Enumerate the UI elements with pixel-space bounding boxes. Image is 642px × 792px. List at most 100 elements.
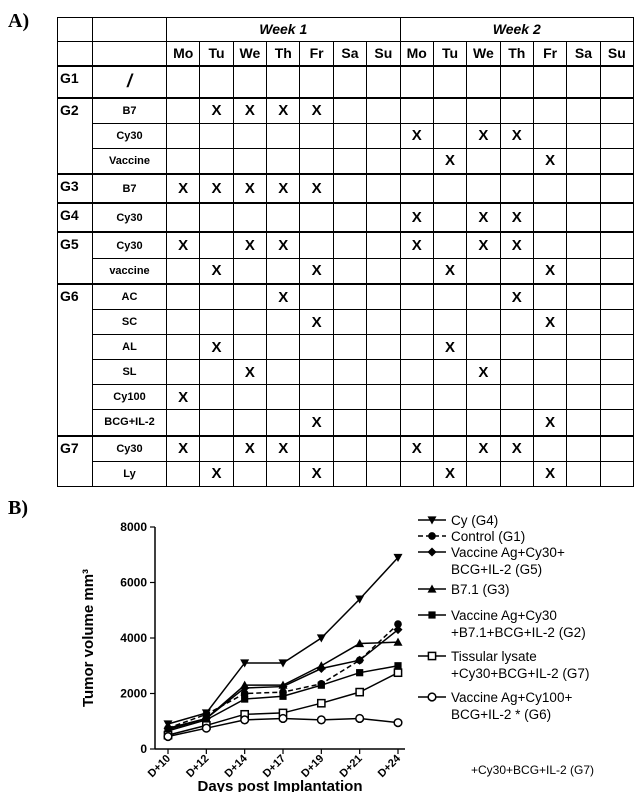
day-cell [299, 64, 334, 98]
y-tick-label: 0 [140, 742, 147, 756]
day-cell [266, 202, 301, 233]
treatment-label: B7 [92, 96, 167, 124]
marker-square-open [427, 651, 437, 661]
day-cell [566, 282, 601, 311]
treatment-schedule-table: Week 1 Week 2 Mo Tu We Th Fr Sa Su Mo Tu We Th Fr Sa Su… [57, 17, 635, 488]
day-cell [566, 409, 601, 437]
day-cell [599, 359, 635, 386]
dose-mark: X [432, 147, 468, 175]
day-cell [599, 384, 635, 411]
day-header: Tu [199, 40, 234, 67]
day-cell [499, 64, 534, 98]
day-cell [599, 282, 635, 311]
day-cell [332, 409, 368, 437]
x-tick-label: D+24 [376, 752, 404, 780]
marker-triangle-up [355, 639, 365, 648]
day-cell [499, 334, 534, 361]
day-cell [599, 202, 635, 233]
day-cell [532, 64, 568, 98]
dose-mark: X [299, 460, 334, 488]
day-cell [199, 64, 234, 98]
y-tick-label: 6000 [120, 576, 147, 590]
marker-triangle-down [278, 659, 288, 668]
day-cell [332, 257, 368, 285]
dose-mark: X [399, 122, 434, 149]
day-cell [566, 96, 601, 124]
treatment-label: Cy100 [92, 384, 167, 411]
dose-mark: X [466, 231, 501, 259]
day-cell [366, 231, 401, 259]
schedule-row: SC X X [58, 309, 635, 336]
treatment-label: BCG+IL-2 [92, 409, 167, 437]
day-cell [399, 309, 434, 336]
week-header-row: Week 1 Week 2 [57, 17, 635, 42]
treatment-label: Cy30 [92, 434, 167, 462]
dose-mark: X [266, 173, 301, 204]
day-cell [232, 460, 268, 488]
dose-mark: X [399, 231, 434, 259]
day-cell [399, 64, 434, 98]
day-cell [232, 409, 268, 437]
day-cell [566, 334, 601, 361]
marker-triangle-down [240, 659, 250, 668]
day-cell [232, 202, 268, 233]
day-cell [332, 202, 368, 233]
day-cell [299, 122, 334, 149]
day-cell [566, 384, 601, 411]
marker-circle-open [316, 715, 326, 725]
legend-label: Cy (G4) [451, 513, 498, 528]
group-label: G2 [57, 96, 93, 175]
day-cell [232, 282, 268, 311]
day-cell [332, 359, 368, 386]
treatment-label: Cy30 [92, 122, 167, 149]
day-cell [366, 96, 401, 124]
dose-mark: X [299, 409, 334, 437]
marker-square-filled [279, 692, 287, 700]
day-cell [199, 122, 234, 149]
schedule-row: Cy30 X X X [58, 122, 635, 149]
day-cell [165, 309, 201, 336]
dose-mark: X [466, 122, 501, 149]
marker-diamond [427, 547, 437, 557]
day-cell [532, 202, 568, 233]
day-cell [332, 147, 368, 175]
dose-mark: X [466, 202, 501, 233]
day-cell [466, 173, 501, 204]
day-cell [432, 96, 468, 124]
day-cell [499, 173, 534, 204]
day-cell [599, 173, 635, 204]
day-cell [599, 434, 635, 462]
day-cell [532, 173, 568, 204]
dose-mark: X [466, 434, 501, 462]
day-cell [299, 231, 334, 259]
dose-mark: X [432, 460, 468, 488]
marker-square-filled [428, 611, 436, 619]
day-cell [332, 434, 368, 462]
schedule-row: G5 Cy30 X X X X X X [57, 231, 635, 285]
treatment-label: B7 [92, 173, 167, 204]
day-cell [266, 460, 301, 488]
dose-mark: X [499, 122, 534, 149]
schedule-row: vaccine X X X X [58, 257, 635, 285]
day-cell [399, 96, 434, 124]
day-cell [232, 64, 268, 98]
day-cell [199, 359, 234, 386]
day-cell [599, 96, 635, 124]
treatment-label: Cy30 [92, 202, 167, 233]
day-cell [566, 309, 601, 336]
marker-square-open [393, 668, 403, 678]
marker-square-filled [241, 695, 249, 703]
dose-mark: X [232, 173, 268, 204]
dose-mark: X [266, 434, 301, 462]
day-cell [266, 257, 301, 285]
treatment-label: Vaccine [92, 147, 167, 175]
day-cell [332, 460, 368, 488]
day-header: Su [599, 40, 635, 67]
x-tick-label: D+21 [337, 753, 364, 780]
footer-caption: +Cy30+BCG+IL-2 (G7) [471, 763, 595, 777]
dose-mark: X [199, 460, 234, 488]
day-cell [399, 282, 434, 311]
marker-diamond [393, 625, 403, 635]
schedule-row: G2 B7 X X X X [57, 96, 635, 175]
day-cell [466, 409, 501, 437]
